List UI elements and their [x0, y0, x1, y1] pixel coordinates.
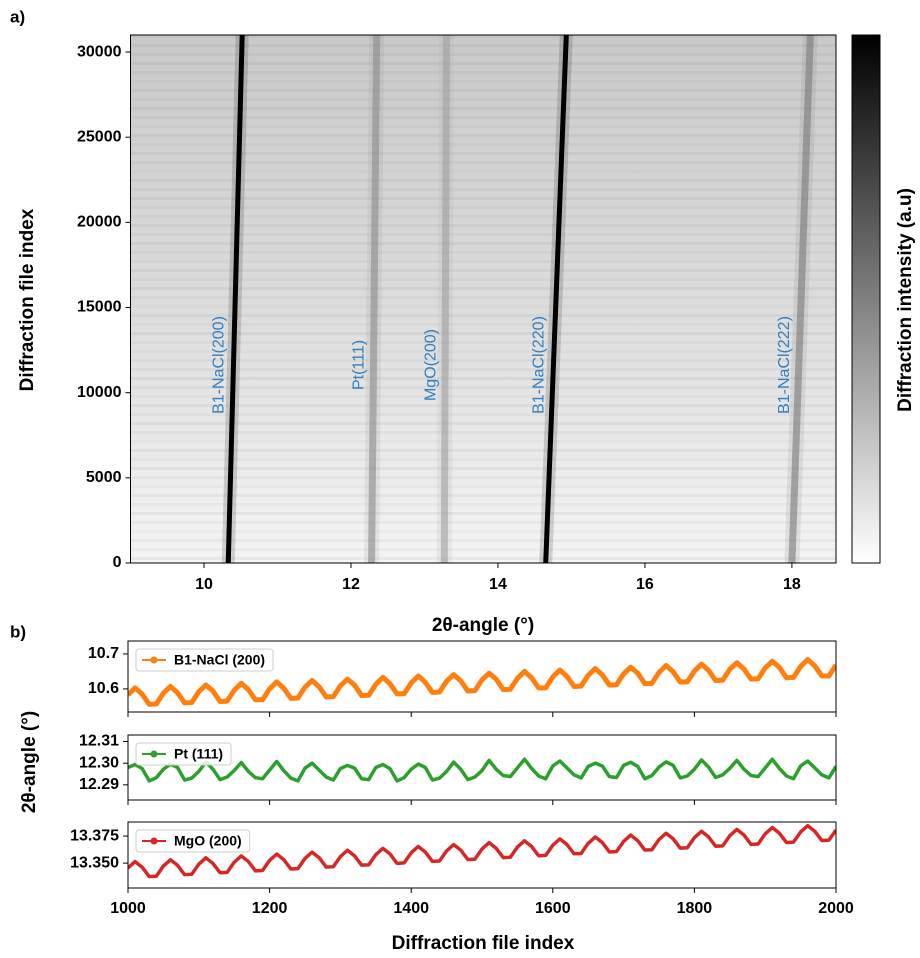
- plot-frame: [127, 734, 837, 801]
- series-group: [128, 657, 836, 707]
- y-tick-label: 12.29: [79, 776, 119, 793]
- peak-label: MgO(200): [422, 329, 439, 401]
- plot-frame: [130, 34, 837, 564]
- x-tick-label: 1800: [677, 900, 713, 917]
- heatmap-band: [130, 179, 836, 182]
- heatmap-band: [130, 134, 836, 137]
- y-tick-label: 12.31: [79, 733, 119, 750]
- heatmap-band: [130, 377, 836, 380]
- legend-label: B1-NaCl (200): [174, 652, 265, 668]
- y-tick-label: 20000: [77, 214, 122, 231]
- y-tick-label: 10.7: [88, 645, 119, 662]
- legend-box: [135, 829, 251, 853]
- colorbar: [851, 34, 881, 564]
- series-group: [128, 823, 836, 879]
- x-axis-label: Diffraction file index: [392, 933, 575, 954]
- heatmap-band: [130, 62, 836, 65]
- heatmap-band: [130, 44, 836, 47]
- heatmap-band: [130, 422, 836, 425]
- peak-line: [440, 35, 451, 563]
- legend-marker: [150, 750, 158, 758]
- panel-label: a): [10, 7, 25, 26]
- y-tick-label: 0: [113, 554, 122, 571]
- y-tick-label: 13.350: [70, 854, 119, 871]
- data-line: [128, 757, 836, 783]
- data-line: [128, 657, 836, 707]
- heatmap-band: [130, 314, 836, 317]
- y-tick-label: 10.6: [88, 680, 119, 697]
- heatmap-band: [130, 224, 836, 227]
- peak-line: [225, 35, 245, 563]
- y-tick-label: 12.30: [79, 754, 119, 771]
- heatmap-band: [130, 404, 836, 407]
- x-tick-label: 14: [489, 576, 507, 593]
- peak-line: [788, 35, 814, 563]
- data-line: [128, 823, 836, 879]
- heatmap-band: [130, 467, 836, 470]
- plot-frame: [127, 821, 837, 889]
- peaks: [221, 35, 818, 563]
- heatmap-band: [131, 521, 837, 524]
- panel-label: b): [10, 622, 26, 641]
- heatmap-band: [130, 269, 836, 272]
- heatmap-band: [130, 449, 836, 452]
- y-tick-label: 25000: [77, 128, 122, 145]
- legend-box: [135, 742, 232, 766]
- x-tick-label: 10: [195, 576, 213, 593]
- x-tick-label: 12: [342, 576, 360, 593]
- heatmap-band: [131, 530, 837, 533]
- heatmap-band: [131, 503, 837, 506]
- heatmap-background: [130, 35, 836, 563]
- colorbar-label: Diffraction intensity (a.u): [895, 188, 916, 412]
- legend-label: MgO (200): [174, 833, 242, 849]
- heatmap-band: [130, 152, 836, 155]
- peak-label: B1-NaCl(200): [211, 316, 228, 414]
- plot-frame: [127, 640, 837, 713]
- peak-label: Pt(111): [351, 340, 368, 390]
- series-group: [128, 757, 836, 783]
- x-tick-label: 2000: [818, 900, 854, 917]
- x-tick-label: 18: [783, 576, 801, 593]
- y-tick-label: 15000: [77, 299, 122, 316]
- x-tick-label: 1000: [110, 900, 146, 917]
- heatmap-band: [130, 242, 836, 245]
- x-axis-label: 2θ-angle (°): [432, 615, 534, 636]
- peak-line: [543, 35, 569, 563]
- heatmap-band: [130, 539, 836, 542]
- y-tick-label: 5000: [86, 469, 122, 486]
- x-tick-label: 1200: [252, 900, 288, 917]
- heatmap-band: [130, 107, 836, 110]
- y-axis-label: Diffraction file index: [17, 208, 38, 391]
- heatmap-band: [130, 512, 836, 515]
- x-tick-label: 1600: [535, 900, 571, 917]
- legend-marker: [150, 837, 158, 845]
- heatmap-band: [130, 557, 836, 560]
- heatmap-band: [130, 332, 836, 335]
- heatmap-band: [131, 548, 837, 551]
- y-tick-label: 30000: [77, 43, 122, 60]
- x-tick-label: 1400: [393, 900, 429, 917]
- legend-label: Pt (111): [174, 746, 223, 762]
- legend-marker: [150, 656, 158, 664]
- heatmap-band: [130, 359, 836, 362]
- peak-label: B1-NaCl(220): [531, 316, 548, 414]
- legend-box: [135, 648, 274, 672]
- heatmap-band: [130, 89, 836, 92]
- y-tick-label: 13.375: [70, 827, 119, 844]
- heatmap-band: [130, 287, 836, 290]
- y-axis-label: 2θ-angle (°): [19, 711, 40, 813]
- peak-label: B1-NaCl(222): [776, 316, 793, 414]
- peak-line: [368, 35, 381, 563]
- y-tick-label: 10000: [77, 384, 122, 401]
- heatmap-band: [130, 197, 836, 200]
- x-tick-label: 16: [636, 576, 654, 593]
- heatmap-band: [130, 494, 836, 497]
